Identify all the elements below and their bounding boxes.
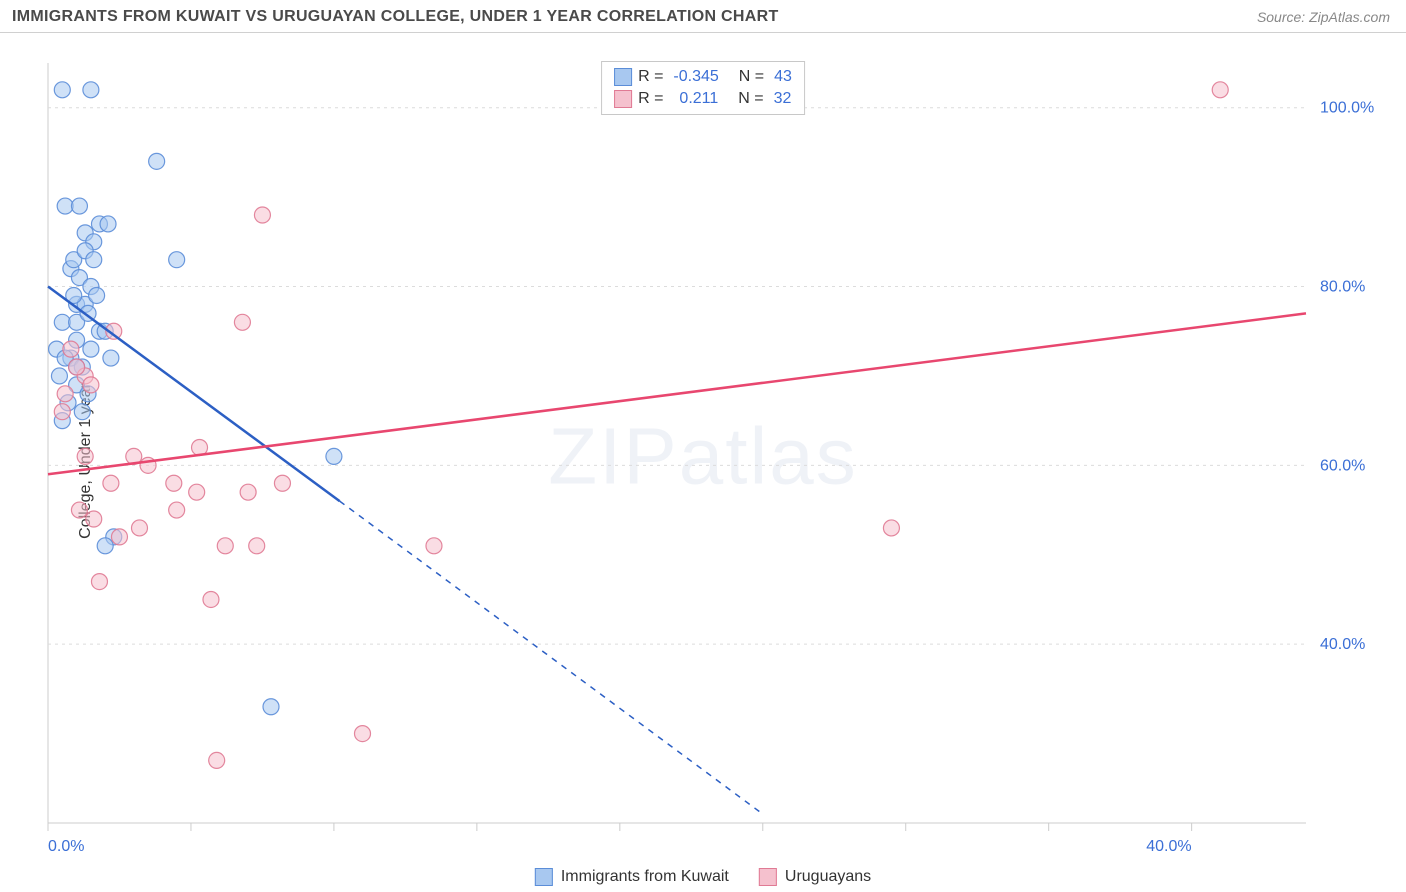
N-label: N = [739, 66, 764, 88]
source-attribution: Source: ZipAtlas.com [1257, 9, 1390, 25]
chart-header: IMMIGRANTS FROM KUWAIT VS URUGUAYAN COLL… [0, 0, 1406, 33]
svg-text:0.0%: 0.0% [48, 838, 84, 855]
scatter-chart-svg: 40.0% 60.0% 80.0% 100.0% 0.0% 40.0% [0, 33, 1406, 888]
swatch-uruguay-icon [759, 868, 777, 886]
legend-label-uruguay: Uruguayans [785, 868, 871, 886]
svg-text:40.0%: 40.0% [1320, 636, 1365, 653]
N-value-kuwait: 43 [774, 66, 792, 88]
series-legend: Immigrants from Kuwait Uruguayans [535, 868, 871, 886]
source-name: ZipAtlas.com [1309, 9, 1390, 25]
swatch-kuwait-icon [535, 868, 553, 886]
legend-label-kuwait: Immigrants from Kuwait [561, 868, 729, 886]
source-label: Source: [1257, 9, 1309, 25]
chart-area: College, Under 1 year ZIPatlas 40.0%60.0… [0, 33, 1406, 888]
N-value-uruguay: 32 [774, 88, 792, 110]
svg-text:80.0%: 80.0% [1320, 279, 1365, 296]
R-label: R = [638, 88, 663, 110]
R-value-uruguay: 0.211 [679, 88, 718, 110]
legend-item-uruguay: Uruguayans [759, 868, 871, 886]
correlation-legend: R = -0.345 N = 43 R = 0.211 N = 32 [601, 61, 805, 115]
svg-text:60.0%: 60.0% [1320, 457, 1365, 474]
svg-text:40.0%: 40.0% [1146, 838, 1191, 855]
N-label: N = [738, 88, 763, 110]
R-label: R = [638, 66, 663, 88]
legend-item-kuwait: Immigrants from Kuwait [535, 868, 729, 886]
chart-title: IMMIGRANTS FROM KUWAIT VS URUGUAYAN COLL… [12, 8, 779, 26]
swatch-kuwait [614, 68, 632, 86]
svg-text:100.0%: 100.0% [1320, 100, 1374, 117]
R-value-kuwait: -0.345 [673, 66, 718, 88]
legend-row-uruguay: R = 0.211 N = 32 [614, 88, 792, 110]
legend-row-kuwait: R = -0.345 N = 43 [614, 66, 792, 88]
swatch-uruguay [614, 90, 632, 108]
